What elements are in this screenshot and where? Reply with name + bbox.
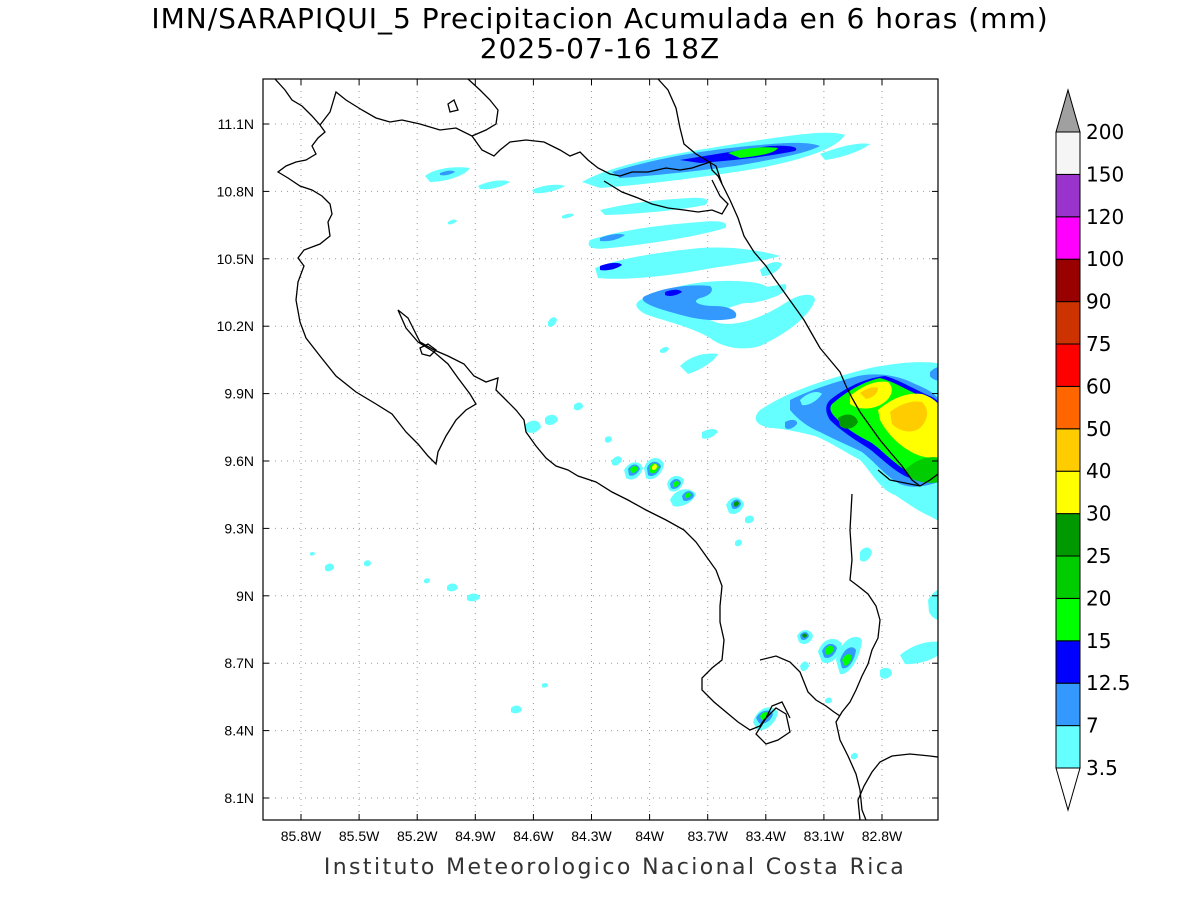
plot-area [263, 79, 938, 820]
x-tick-label: 84W [635, 828, 665, 844]
rain-cells-pacific-scattered [310, 551, 548, 714]
colorbar-legend: 3.5 7 12.5 15 20 25 30 40 50 60 75 90 100 120 150 200 [1055, 88, 1131, 812]
y-tick-label: 10.2N [217, 318, 254, 334]
y-tick-label: 9.6N [224, 453, 254, 469]
rain-band-north [425, 132, 870, 225]
colorbar-level-label: 120 [1086, 205, 1124, 229]
colorbar-swatch [1055, 470, 1081, 515]
map-subtitle-datetime: 2025-07-16 18Z [479, 32, 721, 65]
y-tick-label: 11.1N [218, 116, 254, 132]
x-tick-label: 82.8W [862, 828, 903, 844]
coastline-burica-peninsula [857, 753, 938, 820]
coastline-panama-bocas [877, 469, 938, 487]
colorbar-level-label: 25 [1086, 544, 1111, 568]
x-tick-label: 83.1W [804, 828, 845, 844]
x-tick-label: 83.4W [746, 828, 787, 844]
y-axis: 11.1N 10.8N 10.5N 10.2N 9.9N 9.6N 9.3N 9N 8.7N 8.… [217, 116, 938, 806]
colorbar-swatch [1055, 343, 1081, 387]
colorbar-level-label: 100 [1086, 247, 1124, 271]
colorbar-swatch [1055, 385, 1081, 430]
colorbar-level-label: 7 [1086, 714, 1099, 738]
rain-cells-central-pacific [525, 402, 754, 547]
colorbar-swatch [1055, 513, 1081, 557]
x-tick-label: 85.8W [281, 828, 322, 844]
y-tick-label: 8.7N [224, 655, 254, 671]
colorbar-swatch [1055, 555, 1081, 599]
colorbar-swatch [1055, 725, 1081, 769]
coastline-nicoya-island [419, 343, 437, 357]
colorbar-low-arrow [1055, 767, 1081, 812]
colorbar-level-label: 90 [1086, 290, 1111, 314]
y-tick-label: 9N [236, 588, 254, 604]
x-tick-label: 84.9W [455, 828, 496, 844]
colorbar-swatch [1055, 216, 1081, 260]
y-tick-label: 10.5N [217, 251, 254, 267]
colorbar-level-label: 50 [1086, 417, 1111, 441]
colorbar-level-label: 30 [1086, 502, 1111, 526]
x-tick-label: 85.5W [339, 828, 380, 844]
coastlines-borders [274, 79, 938, 820]
colorbar-swatch [1055, 258, 1081, 303]
x-axis: 85.8W 85.5W 85.2W 84.9W 84.6W 84.3W 84W 83.7W 83… [281, 79, 903, 844]
rain-cluster-east-caribbean [702, 362, 938, 679]
rain-bands-central-north [548, 221, 815, 374]
y-tick-label: 8.4N [224, 723, 254, 739]
colorbar-level-label: 40 [1086, 459, 1111, 483]
colorbar-high-arrow [1055, 88, 1081, 133]
footer-institution: Instituto Meteorologico Nacional Costa R… [323, 855, 907, 880]
coastline-north-pacific [274, 79, 791, 745]
colorbar-swatch [1055, 597, 1081, 642]
border-panama [835, 493, 881, 820]
coastline-caribbean-north [657, 79, 921, 487]
colorbar-level-label: 75 [1086, 332, 1111, 356]
island-north [447, 99, 459, 113]
colorbar-swatch [1055, 640, 1081, 684]
coastline-san-juan [467, 79, 499, 137]
colorbar-level-label: 60 [1086, 374, 1111, 398]
border-nicaragua [319, 90, 723, 185]
colorbar-level-label: 200 [1086, 120, 1124, 144]
colorbar-swatch [1055, 682, 1081, 727]
x-tick-label: 84.6W [513, 828, 554, 844]
y-tick-label: 10.8N [217, 183, 254, 199]
colorbar-level-label: 20 [1086, 586, 1111, 610]
precipitation-field [310, 132, 938, 760]
x-tick-label: 85.2W [397, 828, 438, 844]
colorbar-swatch [1055, 301, 1081, 345]
x-tick-label: 83.7W [687, 828, 728, 844]
map-title: IMN/SARAPIQUI_5 Precipitacion Acumulada … [151, 2, 1049, 35]
x-tick-label: 84.3W [571, 828, 612, 844]
y-tick-label: 9.9N [224, 386, 254, 402]
y-tick-label: 8.1N [224, 790, 254, 806]
coastline-golfito [759, 655, 841, 717]
colorbar-swatch [1055, 173, 1081, 218]
colorbar-level-label: 3.5 [1086, 756, 1118, 780]
coastline-caribbean-north-top [603, 179, 729, 215]
colorbar-swatch [1055, 428, 1081, 472]
colorbar-level-label: 12.5 [1086, 671, 1131, 695]
rain-cells-south [753, 630, 862, 760]
colorbar-swatch [1055, 131, 1081, 175]
colorbar-level-label: 150 [1086, 162, 1124, 186]
plot-frame [262, 78, 939, 821]
y-tick-label: 9.3N [224, 520, 254, 536]
colorbar-level-label: 15 [1086, 629, 1111, 653]
